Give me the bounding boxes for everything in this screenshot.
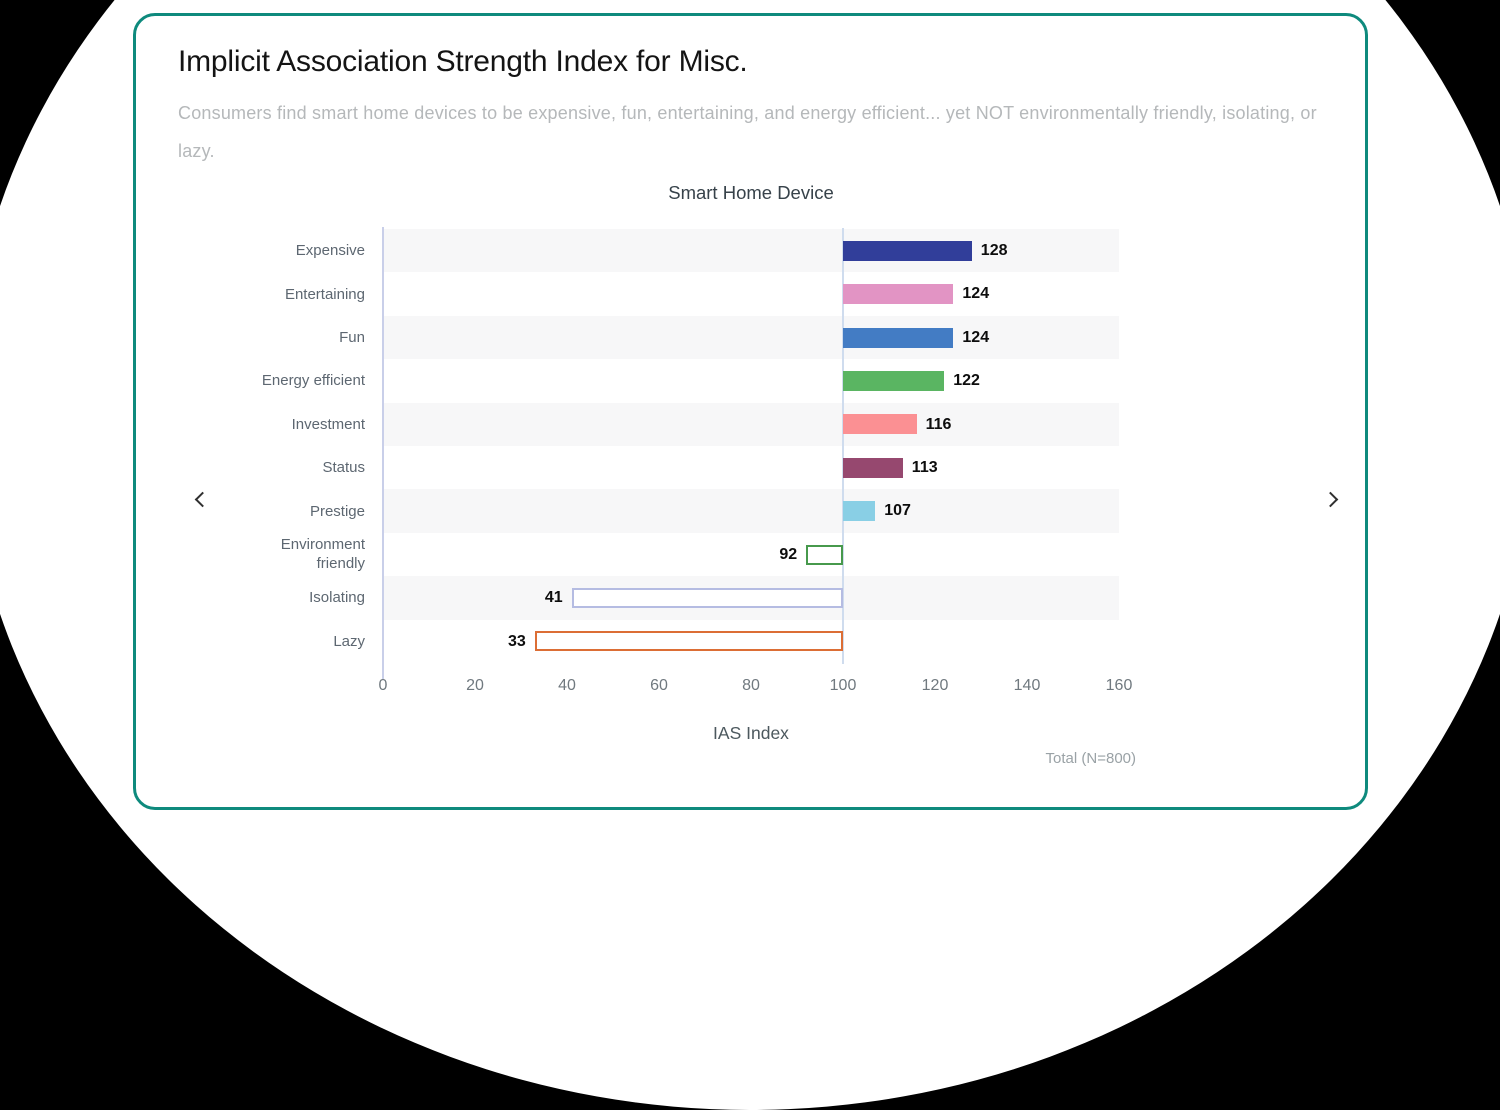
bar-value-label: 116	[925, 415, 952, 433]
category-label-entertaining: Entertaining	[284, 285, 365, 303]
bar-value-label: 128	[980, 242, 1008, 259]
category-label-fun: Fun	[339, 328, 365, 346]
bar-value-label: 92	[779, 545, 798, 563]
row-band-fun	[383, 315, 1119, 360]
bar-lazy	[534, 631, 843, 652]
bar-value-label: 124	[962, 285, 990, 303]
bar-status	[843, 457, 903, 478]
chevron-left-icon	[194, 491, 211, 507]
chevron-right-icon	[1322, 491, 1339, 507]
x-tick-label: 0	[378, 677, 388, 694]
bar-value-label: 113	[911, 459, 938, 476]
row-band-expensive	[383, 229, 1119, 273]
bar-investment	[843, 414, 917, 435]
category-label-status: Status	[322, 459, 365, 477]
category-label-expensive: Expensive	[295, 242, 365, 260]
baseline-100-line	[842, 228, 844, 664]
bar-environment-friendly	[806, 544, 843, 565]
x-axis-title: IAS Index	[713, 723, 789, 743]
row-band-investment	[383, 402, 1119, 446]
category-label-isolating: Isolating	[309, 589, 365, 607]
category-label-investment: Investment	[291, 415, 365, 433]
zero-axis-line	[382, 227, 384, 679]
page-subtitle: Consumers find smart home devices to be …	[178, 103, 1317, 161]
x-tick-label: 100	[829, 677, 857, 694]
plot-area: 128 124 124 122 116 113 107 92 41 33	[382, 227, 1119, 679]
bar-prestige	[843, 501, 876, 522]
x-tick-label: 120	[921, 677, 949, 694]
category-label-environment-friendly: Environment friendly	[280, 536, 365, 573]
bar-entertaining	[843, 284, 954, 305]
bar-value-label: 41	[544, 589, 563, 607]
bar-value-label: 33	[508, 632, 526, 650]
sample-size-note: Total (N=800)	[1045, 750, 1136, 767]
x-tick-label: 80	[742, 677, 760, 694]
x-tick-label: 60	[650, 677, 668, 694]
x-tick-label: 40	[558, 677, 576, 694]
category-label-lazy: Lazy	[333, 632, 365, 650]
category-label-energy-efficient: Energy efficient	[261, 372, 365, 390]
row-band-prestige	[383, 489, 1119, 533]
category-axis: Expensive Entertaining Fun Energy efficient…	[261, 229, 365, 663]
bar-value-label: 107	[884, 502, 911, 520]
chart-title: Smart Home Device	[668, 182, 834, 203]
report-card: Implicit Association Strength Index for …	[133, 13, 1368, 810]
bar-value-label: 122	[953, 372, 980, 390]
bar-value-label: 124	[962, 328, 990, 346]
bar-energy-efficient	[843, 370, 945, 391]
x-tick-label: 160	[1105, 677, 1133, 694]
page-title: Implicit Association Strength Index for …	[178, 45, 748, 78]
category-label-prestige: Prestige	[309, 502, 365, 520]
x-tick-label: 20	[466, 677, 484, 694]
bar-fun	[843, 327, 954, 348]
x-tick-label: 140	[1013, 677, 1041, 694]
x-axis-ticks: 0 20 40 60 80 100 120 140 160	[379, 677, 1133, 699]
next-button[interactable]	[1317, 483, 1349, 515]
bar-isolating	[571, 587, 843, 608]
bar-expensive	[843, 240, 972, 261]
prev-button[interactable]	[184, 483, 216, 515]
